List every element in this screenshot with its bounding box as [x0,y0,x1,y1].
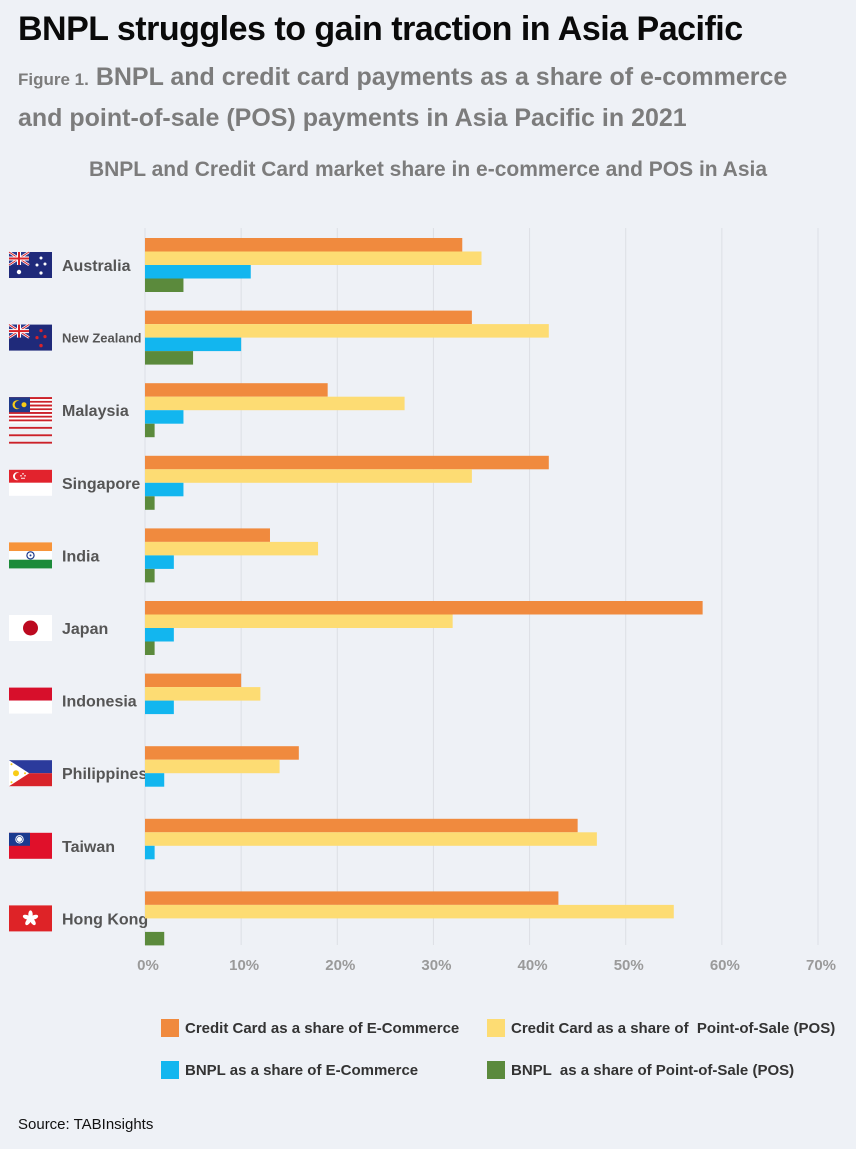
category-label: New Zealand [62,331,142,346]
bar [145,641,155,655]
category-label: Philippines [62,766,147,783]
category-labels: Australia New Zealand Malaysia Singapore Ind… [62,258,148,928]
legend-swatch [161,1061,179,1079]
legend-item-cc-pos: Credit Card as a share of Point-of-Sale … [487,1018,835,1038]
malaysia-flag-icon [9,397,52,444]
bar-chart: Australia New Zealand Malaysia Singapore Ind… [8,228,836,974]
bar [145,396,405,411]
bar [145,423,155,438]
legend-swatch [487,1019,505,1037]
bar [145,496,155,510]
x-tick-label: 70% [806,957,836,974]
philippines-flag-icon [9,760,52,787]
bar [145,482,184,497]
bar [145,555,174,569]
headline: BNPL struggles to gain traction in Asia … [18,10,743,48]
legend-item-bnpl-pos: BNPL as a share of Point-of-Sale (POS) [487,1060,794,1080]
category-label: Taiwan [62,839,115,856]
x-tick-label: 0% [137,957,159,974]
category-label: India [62,548,99,565]
bar [145,455,549,470]
category-label: Hong Kong [62,911,148,928]
x-tick-label: 50% [614,957,644,974]
bar [145,383,328,397]
legend-label: Credit Card as a share of Point-of-Sale … [511,1019,836,1037]
bar [145,265,251,279]
x-tick-label: 10% [229,957,259,974]
bar [145,528,270,542]
bar [145,891,559,905]
bar [145,568,155,583]
x-axis-ticks: 0% 10% 20% 30% 40% 50% 60% 70% [137,957,836,974]
new-zealand-flag-icon [8,323,52,351]
bar [145,541,319,556]
x-tick-label: 40% [518,957,548,974]
bar [145,687,261,701]
bar [145,337,242,352]
bar [145,324,549,338]
figure-subtitle: Figure 1. BNPL and credit card payments … [18,58,838,137]
category-label: Indonesia [62,694,137,711]
hong-kong-flag-icon [9,905,52,932]
bar [145,238,463,252]
legend-label: BNPL as a share of E-Commerce [185,1061,419,1079]
australia-flag-icon [8,250,52,278]
bar [145,845,155,860]
x-tick-label: 20% [325,957,355,974]
x-tick-label: 30% [421,957,451,974]
bar [145,469,472,483]
legend-item-bnpl-ecom: BNPL as a share of E-Commerce [161,1060,418,1080]
bar [145,759,280,774]
bar [145,601,703,615]
bar [145,410,184,424]
japan-flag-icon [9,615,52,641]
bar [145,673,242,688]
bars [145,238,703,946]
bar [145,746,299,760]
bar [145,278,184,292]
category-label: Malaysia [62,403,129,420]
bar [145,251,482,265]
source-note: Source: TABInsights [18,1116,154,1133]
bar [145,904,674,919]
category-label: Japan [62,621,108,638]
category-label: Singapore [62,476,140,493]
taiwan-flag-icon [9,832,52,859]
bar [145,310,472,325]
india-flag-icon [9,542,52,569]
bar [145,931,165,946]
category-label: Australia [62,258,131,275]
bar [145,832,597,846]
legend-swatch [161,1019,179,1037]
bar [145,614,453,628]
legend-item-cc-ecom: Credit Card as a share of E-Commerce [161,1018,459,1038]
bar [145,700,174,715]
legend-swatch [487,1061,505,1079]
bar [145,628,174,642]
singapore-flag-icon [9,469,52,496]
legend-label: Credit Card as a share of E-Commerce [185,1019,460,1037]
flags [8,250,52,932]
bar [145,818,578,833]
x-tick-label: 60% [710,957,740,974]
indonesia-flag-icon [9,687,52,714]
figure-label: Figure 1. [18,70,89,89]
bar [145,773,165,787]
subtitle-text: BNPL and credit card payments as a share… [18,63,788,132]
chart-title: BNPL and Credit Card market share in e-c… [88,158,768,181]
legend-label: BNPL as a share of Point-of-Sale (POS) [511,1061,795,1079]
bar [145,351,194,365]
